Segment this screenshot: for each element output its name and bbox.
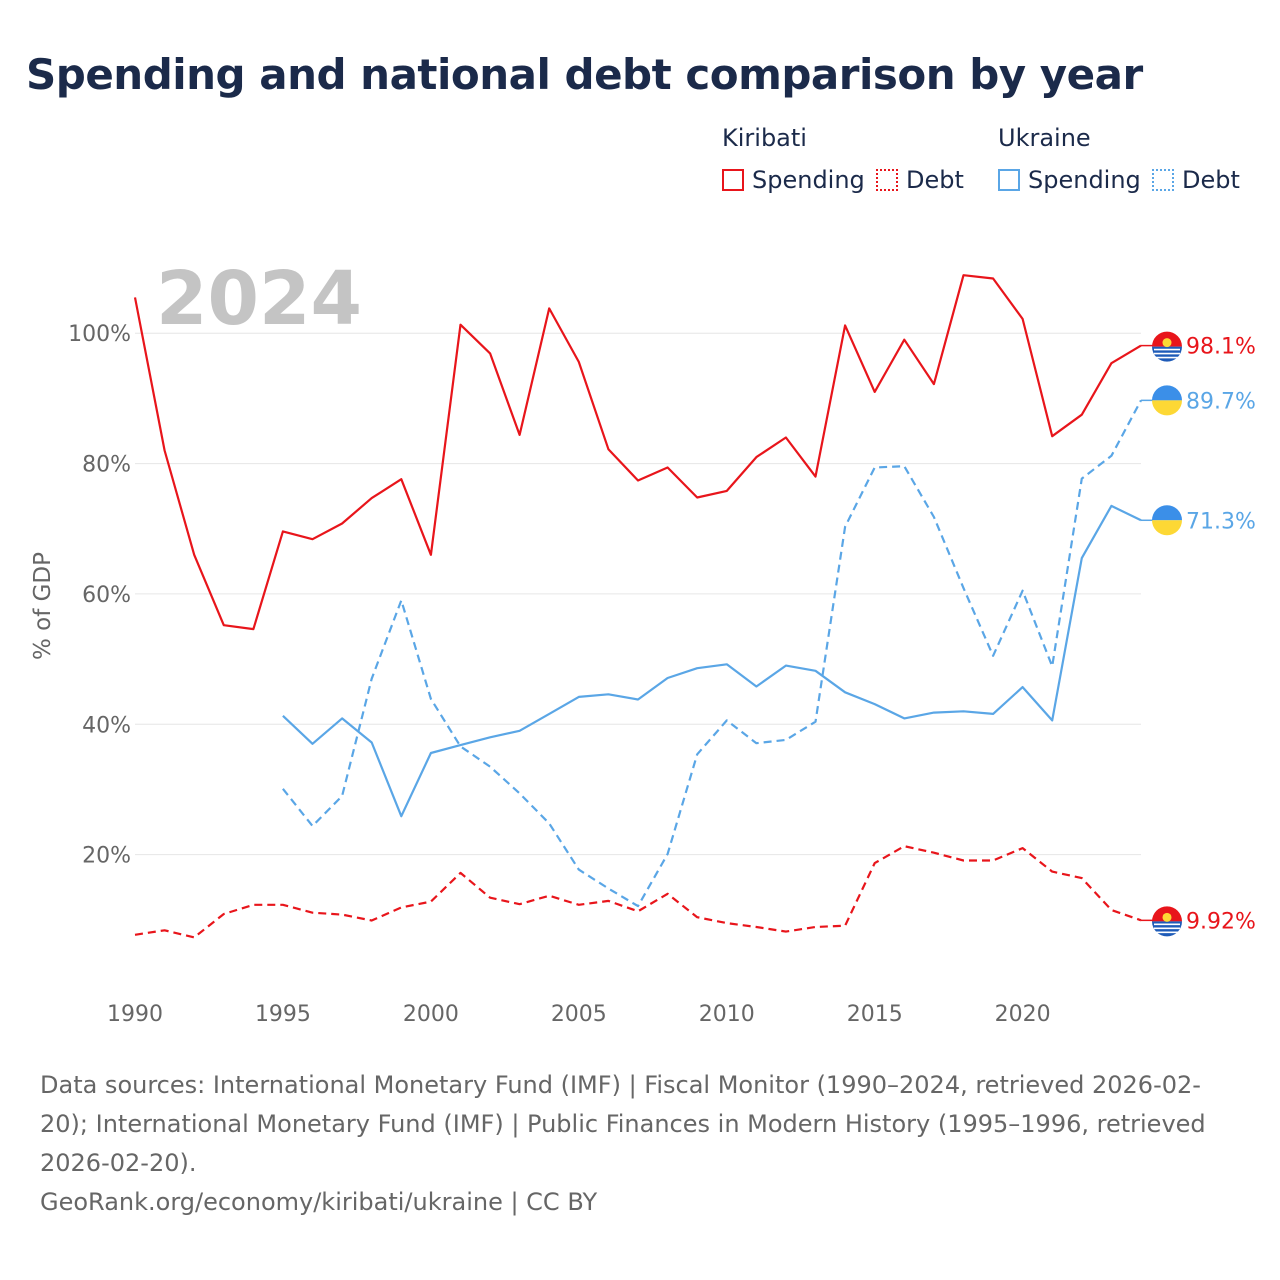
kiribati-flag-icon: [1152, 331, 1182, 362]
kiribati-debt-line[interactable]: [134, 845, 1142, 939]
ukraine-debt-line[interactable]: [282, 399, 1142, 908]
x-tick-label: 1990: [107, 1002, 163, 1027]
legend-kiribati-heading: Kiribati: [722, 124, 807, 152]
legend-label: Spending: [752, 166, 865, 194]
x-tick-label: 2020: [995, 1002, 1051, 1027]
y-tick-label: 20%: [82, 844, 131, 869]
credit-link[interactable]: GeoRank.org/economy/kiribati/ukraine | C…: [40, 1188, 598, 1216]
ukraine-flag-icon: [1152, 385, 1182, 416]
x-tick-label: 2015: [847, 1002, 903, 1027]
x-tick-label: 2010: [699, 1002, 755, 1027]
ukraine-flag-icon: [1152, 505, 1182, 536]
y-axis-label: % of GDP: [30, 552, 56, 660]
gridlines: [135, 332, 1141, 856]
y-tick-label: 40%: [82, 713, 131, 738]
ukraine-debt-end-label: 89.7%: [1186, 389, 1256, 414]
legend-swatch-dotted: [876, 169, 898, 191]
legend-kiribati-debt[interactable]: Debt: [876, 166, 964, 194]
data-sources: Data sources: International Monetary Fun…: [40, 1071, 1206, 1177]
y-tick-label: 60%: [82, 583, 131, 608]
legend-swatch-solid: [998, 169, 1020, 191]
legend-ukraine-spending[interactable]: Spending: [998, 166, 1141, 194]
y-tick-label: 100%: [68, 322, 131, 347]
chart-title: Spending and national debt comparison by…: [26, 50, 1143, 99]
legend-ukraine-heading: Ukraine: [998, 124, 1091, 152]
ukraine-spending-line[interactable]: [282, 504, 1142, 818]
legend-swatch-dotted: [1152, 169, 1174, 191]
legend-kiribati-spending[interactable]: Spending: [722, 166, 865, 194]
year-watermark: 2024: [156, 256, 362, 342]
x-tick-label: 1995: [255, 1002, 311, 1027]
y-axis-ticks: 20% 40% 60% 80% 100%: [68, 322, 131, 868]
ukraine-spending-end-label: 71.3%: [1186, 509, 1256, 534]
kiribati-debt-end-label: 9.92%: [1186, 909, 1256, 934]
series-end-markers: 98.1% 9.92% 71.3% 89.7%: [1141, 331, 1256, 937]
legend-swatch-solid: [722, 169, 744, 191]
footer: Data sources: International Monetary Fun…: [40, 1066, 1240, 1222]
y-tick-label: 80%: [82, 453, 131, 478]
kiribati-spending-end-label: 98.1%: [1186, 335, 1256, 360]
kiribati-spending-line[interactable]: [133, 274, 1142, 631]
legend-label: Debt: [1182, 166, 1240, 194]
legend-ukraine-debt[interactable]: Debt: [1152, 166, 1240, 194]
kiribati-flag-icon: [1152, 906, 1182, 937]
x-axis-ticks: 1990 1995 2000 2005 2010 2015 2020: [107, 1002, 1051, 1027]
x-tick-label: 2000: [403, 1002, 459, 1027]
x-tick-label: 2005: [551, 1002, 607, 1027]
series-lines: [133, 274, 1142, 939]
line-chart: 2024 20% 40% 60% 80% 100% 1990 1995 2000 2005 20…: [30, 256, 1256, 1027]
legend-label: Debt: [906, 166, 964, 194]
legend-label: Spending: [1028, 166, 1141, 194]
